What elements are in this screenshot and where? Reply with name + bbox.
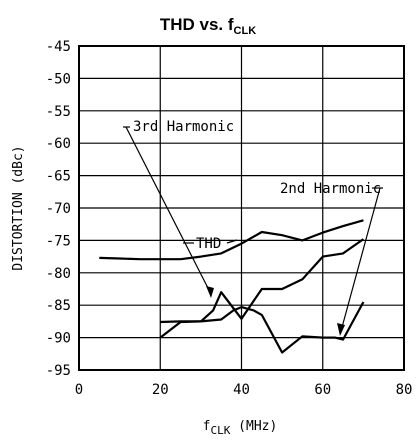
series-line-thd (99, 219, 364, 261)
x-axis-label-subscript: CLK (210, 424, 230, 437)
annotation-2nd-harmonic: 2nd Harmonic (280, 181, 383, 336)
annotation-thd-tick (226, 239, 238, 244)
grid-lines (79, 46, 404, 370)
x-tick-label: 80 (396, 382, 413, 398)
annotation-2nd-harmonic-leader (340, 187, 381, 332)
y-tick-label: -45 (46, 39, 71, 55)
y-tick-label: -90 (46, 331, 71, 347)
y-tick-label: -80 (46, 266, 71, 282)
x-tick-labels: 0 20 40 60 80 (75, 382, 413, 398)
y-tick-label: -85 (46, 298, 71, 314)
x-tick-label: 60 (314, 382, 331, 398)
y-tick-labels: -45 -50 -55 -60 -65 -70 -75 -80 -85 -90 -95 (46, 39, 71, 379)
y-tick-label: -60 (46, 136, 71, 152)
series-line-3rd-harmonic (160, 238, 365, 324)
y-axis-label: DISTORTION (dBc) (11, 145, 26, 270)
annotation-2nd-harmonic-label: 2nd Harmonic (280, 181, 381, 197)
annotation-3rd-harmonic-arrowhead (206, 286, 214, 298)
chart-title-main: THD vs. f (160, 15, 234, 34)
annotation-3rd-harmonic-label: 3rd Harmonic (133, 119, 234, 135)
y-tick-label: -65 (46, 169, 71, 185)
annotation-thd: THD (183, 236, 238, 252)
y-tick-label: -95 (46, 363, 71, 379)
series-line-2nd-harmonic (159, 301, 365, 354)
annotation-3rd-harmonic-leader (125, 126, 212, 295)
annotation-thd-label: THD (196, 236, 221, 252)
x-axis-label-main: f (203, 419, 211, 434)
annotation-2nd-harmonic-arrowhead (337, 323, 345, 336)
y-tick-label: -50 (46, 71, 71, 87)
x-tick-label: 20 (152, 382, 169, 398)
x-axis-label: fCLK (MHz) (203, 419, 278, 437)
series-lines (99, 219, 365, 354)
y-tick-label: -70 (46, 201, 71, 217)
plot-frame (78, 45, 405, 371)
y-tick-label: -55 (46, 104, 71, 120)
x-tick-label: 0 (75, 382, 83, 398)
chart-title: THD vs. fCLK (160, 15, 256, 37)
y-tick-label: -75 (46, 233, 71, 249)
x-tick-label: 40 (233, 382, 250, 398)
x-axis-label-unit: (MHz) (230, 419, 277, 434)
annotation-3rd-harmonic: 3rd Harmonic (123, 119, 234, 298)
chart-title-subscript: CLK (234, 25, 257, 37)
